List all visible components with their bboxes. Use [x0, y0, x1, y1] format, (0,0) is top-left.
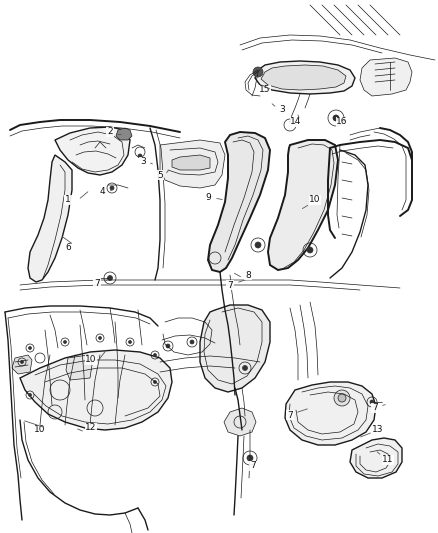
Circle shape — [153, 353, 156, 357]
Polygon shape — [360, 58, 412, 96]
Text: 13: 13 — [372, 425, 384, 434]
Text: 6: 6 — [65, 244, 71, 253]
Text: 14: 14 — [290, 117, 302, 126]
Circle shape — [190, 340, 194, 344]
Text: 10: 10 — [85, 356, 97, 365]
Polygon shape — [55, 127, 130, 175]
Circle shape — [338, 394, 346, 402]
Polygon shape — [285, 382, 376, 445]
Text: 10: 10 — [34, 425, 46, 434]
Circle shape — [21, 360, 24, 364]
Text: 1: 1 — [65, 196, 71, 205]
Circle shape — [307, 247, 313, 253]
Circle shape — [333, 115, 339, 121]
Polygon shape — [350, 438, 402, 478]
Text: 7: 7 — [250, 462, 256, 471]
Circle shape — [334, 390, 350, 406]
Circle shape — [243, 366, 247, 370]
Text: 8: 8 — [245, 271, 251, 279]
Text: 7: 7 — [372, 403, 378, 413]
Text: 7: 7 — [287, 410, 293, 419]
Polygon shape — [224, 408, 256, 436]
Text: 10: 10 — [309, 196, 321, 205]
Circle shape — [255, 242, 261, 248]
Circle shape — [138, 154, 142, 158]
Text: 15: 15 — [259, 85, 271, 94]
Text: 3: 3 — [140, 157, 146, 166]
Polygon shape — [208, 132, 270, 272]
Polygon shape — [66, 355, 92, 380]
Polygon shape — [20, 350, 172, 430]
Text: 7: 7 — [94, 279, 100, 287]
Circle shape — [128, 341, 131, 343]
Text: 11: 11 — [382, 456, 394, 464]
Circle shape — [166, 344, 170, 348]
Text: 5: 5 — [157, 171, 163, 180]
Circle shape — [247, 455, 253, 461]
Text: 12: 12 — [85, 424, 97, 432]
Circle shape — [110, 186, 114, 190]
Circle shape — [99, 336, 102, 340]
Circle shape — [28, 346, 32, 350]
Circle shape — [370, 400, 374, 404]
Circle shape — [28, 393, 32, 397]
Polygon shape — [268, 140, 338, 270]
Text: 7: 7 — [227, 280, 233, 289]
Polygon shape — [12, 355, 32, 374]
Polygon shape — [116, 128, 132, 140]
Text: 16: 16 — [336, 117, 348, 126]
Polygon shape — [28, 155, 72, 282]
Text: 9: 9 — [205, 193, 211, 203]
Text: 2: 2 — [107, 127, 113, 136]
Polygon shape — [160, 140, 225, 188]
Text: 3: 3 — [279, 106, 285, 115]
Polygon shape — [261, 65, 346, 90]
Circle shape — [253, 67, 263, 77]
Circle shape — [153, 381, 156, 384]
Circle shape — [107, 276, 113, 280]
Polygon shape — [172, 155, 210, 170]
Text: 4: 4 — [99, 188, 105, 197]
Circle shape — [64, 341, 67, 343]
Polygon shape — [255, 61, 355, 94]
Polygon shape — [200, 305, 270, 392]
